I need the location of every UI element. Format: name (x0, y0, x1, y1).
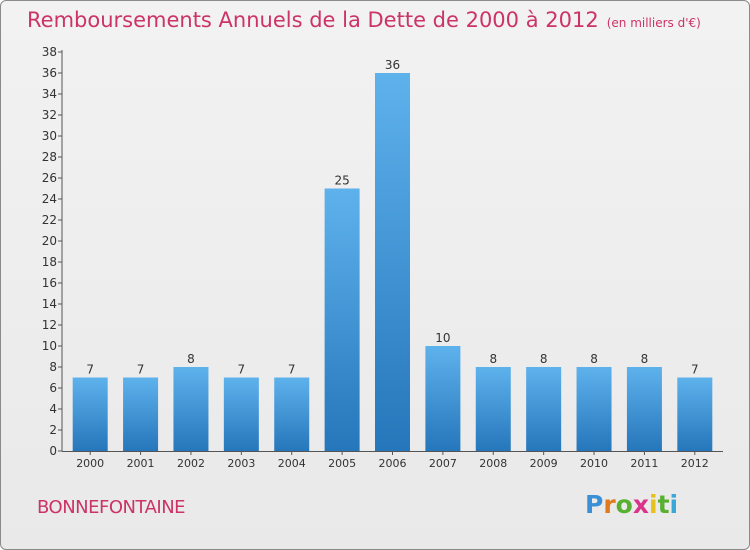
bar-value-label: 7 (288, 363, 296, 377)
logo-letter: i (669, 490, 679, 519)
y-tick-label: 4 (49, 402, 57, 416)
bar-value-label: 8 (641, 352, 649, 366)
x-tick-label: 2011 (630, 457, 658, 470)
logo-letter: r (603, 490, 616, 519)
logo-letter: i (649, 490, 658, 519)
bar (173, 367, 209, 451)
x-tick-label: 2009 (530, 457, 558, 470)
x-tick-label: 2004 (278, 457, 306, 470)
chart-title: Remboursements Annuels de la Dette de 20… (27, 8, 701, 32)
bar-value-label: 25 (334, 174, 349, 188)
bar (475, 367, 511, 451)
x-tick-label: 2005 (328, 457, 356, 470)
y-tick-label: 24 (42, 192, 57, 206)
y-tick-label: 26 (42, 171, 57, 185)
y-tick-label: 2 (49, 423, 57, 437)
bar-value-label: 7 (238, 363, 246, 377)
x-tick-label: 2001 (127, 457, 155, 470)
logo-letter: x (632, 490, 649, 519)
bar (425, 346, 461, 451)
y-tick-label: 0 (49, 444, 57, 458)
y-tick-label: 18 (42, 255, 57, 269)
bar-value-label: 36 (385, 58, 400, 72)
bar-value-label: 10 (435, 331, 450, 345)
bar (677, 377, 713, 451)
x-tick-label: 2002 (177, 457, 205, 470)
bar-value-label: 8 (590, 352, 598, 366)
bars: 7 7 8 7 7 25 36 10 8 8 8 8 7 (72, 58, 713, 451)
bar (123, 377, 159, 451)
logo-letter: o (615, 490, 633, 519)
x-tick-label: 2007 (429, 457, 457, 470)
y-tick-label: 32 (42, 108, 57, 122)
x-tick-label: 2008 (479, 457, 507, 470)
y-tick-label: 36 (42, 66, 57, 80)
bar (274, 377, 310, 451)
y-tick-label: 8 (49, 360, 57, 374)
bar-value-label: 8 (489, 352, 497, 366)
bar (324, 188, 360, 451)
x-tick-label: 2000 (76, 457, 104, 470)
logo-letter: t (657, 490, 670, 519)
chart-title-text: Remboursements Annuels de la Dette de 20… (27, 8, 599, 32)
logo-letter: P (585, 490, 604, 519)
x-tick-label: 2010 (580, 457, 608, 470)
bar (576, 367, 612, 451)
y-tick-label: 6 (49, 381, 57, 395)
x-tick-label: 2012 (681, 457, 709, 470)
bar-value-label: 7 (137, 363, 145, 377)
commune-name: BONNEFONTAINE (37, 497, 186, 518)
bar-value-label: 8 (540, 352, 548, 366)
x-tick-label: 2006 (379, 457, 407, 470)
proxiti-logo: Proxiti (585, 490, 678, 519)
x-tick-label: 2003 (227, 457, 255, 470)
bar-value-label: 8 (187, 352, 195, 366)
y-tick-label: 16 (42, 276, 57, 290)
bar (626, 367, 662, 451)
bar (223, 377, 259, 451)
y-tick-label: 14 (42, 297, 57, 311)
bar-value-label: 7 (691, 363, 699, 377)
y-tick-label: 30 (42, 129, 57, 143)
y-tick-label: 20 (42, 234, 57, 248)
bar (72, 377, 108, 451)
y-tick-label: 10 (42, 339, 57, 353)
x-axis: 2000 2001 2002 2003 2004 2005 2006 2007 2008 2009… (62, 451, 723, 470)
y-tick-label: 34 (42, 87, 57, 101)
y-tick-label: 28 (42, 150, 57, 164)
bar-value-label: 7 (86, 363, 94, 377)
y-tick-label: 22 (42, 213, 57, 227)
y-tick-label: 38 (42, 45, 57, 59)
y-tick-label: 12 (42, 318, 57, 332)
bar (375, 73, 410, 451)
bar (526, 367, 562, 451)
chart-unit-label: (en milliers d'€) (606, 16, 701, 30)
